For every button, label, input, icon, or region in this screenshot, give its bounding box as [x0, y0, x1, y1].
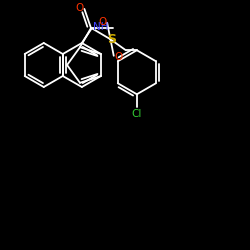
Text: NH: NH [93, 22, 108, 32]
Text: O: O [75, 3, 84, 13]
Text: O: O [98, 17, 107, 27]
Text: S: S [107, 33, 116, 46]
Text: O: O [114, 52, 122, 62]
Text: Cl: Cl [132, 109, 142, 119]
